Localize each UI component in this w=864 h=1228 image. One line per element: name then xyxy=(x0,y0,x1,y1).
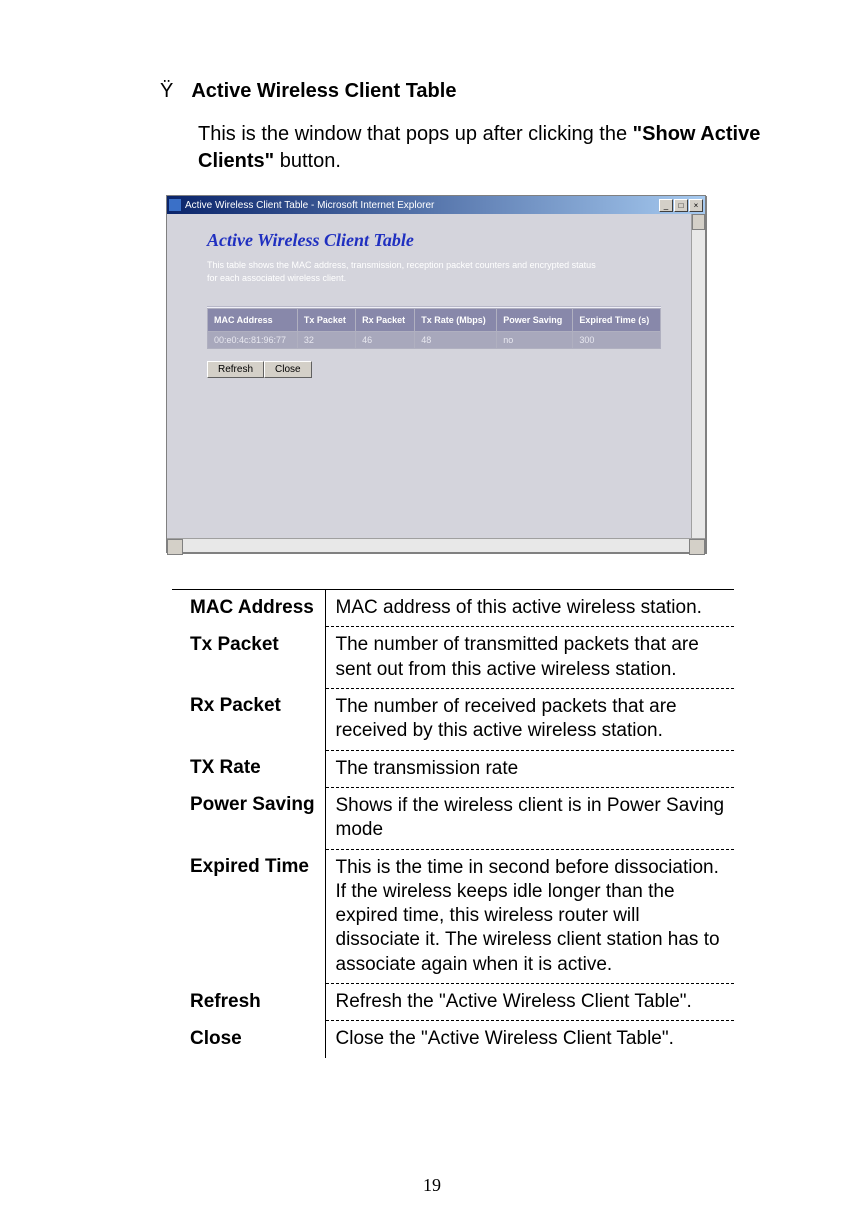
ie-icon xyxy=(169,199,181,211)
panel-buttons: Refresh Close xyxy=(207,361,661,378)
intro-text-post: button. xyxy=(274,150,341,172)
def-desc: Shows if the wireless client is in Power… xyxy=(325,787,734,849)
def-desc: The transmission rate xyxy=(325,750,734,787)
def-row: Refresh Refresh the "Active Wireless Cli… xyxy=(172,984,734,1021)
def-desc: This is the time in second before dissoc… xyxy=(325,849,734,984)
maximize-button[interactable]: □ xyxy=(674,199,688,212)
def-desc: The number of transmitted packets that a… xyxy=(325,627,734,689)
def-term: Rx Packet xyxy=(172,688,325,750)
window-title: Active Wireless Client Table - Microsoft… xyxy=(185,200,659,211)
def-desc: Refresh the "Active Wireless Client Tabl… xyxy=(325,984,734,1021)
def-term: Refresh xyxy=(172,984,325,1021)
def-term: TX Rate xyxy=(172,750,325,787)
panel-description: This table shows the MAC address, transm… xyxy=(207,259,607,284)
td-rate: 48 xyxy=(415,332,497,349)
th-rx: Rx Packet xyxy=(356,309,415,332)
section-heading: Ÿ Active Wireless Client Table xyxy=(160,80,799,103)
def-term: MAC Address xyxy=(172,590,325,627)
client-table: MAC Address Tx Packet Rx Packet Tx Rate … xyxy=(207,308,661,349)
window-titlebar: Active Wireless Client Table - Microsoft… xyxy=(167,196,705,214)
horizontal-scrollbar[interactable] xyxy=(167,538,705,552)
th-mac: MAC Address xyxy=(208,309,298,332)
def-term: Expired Time xyxy=(172,849,325,984)
def-term: Close xyxy=(172,1021,325,1058)
td-power: no xyxy=(497,332,573,349)
page-number: 19 xyxy=(0,1175,864,1196)
td-expired: 300 xyxy=(573,332,661,349)
vertical-scrollbar[interactable] xyxy=(691,214,705,538)
definitions-table: MAC Address MAC address of this active w… xyxy=(172,589,734,1058)
th-rate: Tx Rate (Mbps) xyxy=(415,309,497,332)
bullet-icon: Ÿ xyxy=(160,80,173,103)
close-button[interactable]: × xyxy=(689,199,703,212)
refresh-button[interactable]: Refresh xyxy=(207,361,264,378)
def-row: Expired Time This is the time in second … xyxy=(172,849,734,984)
panel-title: Active Wireless Client Table xyxy=(207,230,661,251)
close-panel-button[interactable]: Close xyxy=(264,361,312,378)
intro-text-pre: This is the window that pops up after cl… xyxy=(198,123,633,145)
ie-window: Active Wireless Client Table - Microsoft… xyxy=(166,195,706,553)
def-row: Power Saving Shows if the wireless clien… xyxy=(172,787,734,849)
td-mac: 00:e0:4c:81:96:77 xyxy=(208,332,298,349)
def-row: Rx Packet The number of received packets… xyxy=(172,688,734,750)
def-desc: The number of received packets that are … xyxy=(325,688,734,750)
def-term: Tx Packet xyxy=(172,627,325,689)
th-expired: Expired Time (s) xyxy=(573,309,661,332)
def-row: MAC Address MAC address of this active w… xyxy=(172,590,734,627)
window-content: Active Wireless Client Table This table … xyxy=(167,214,691,538)
section-title: Active Wireless Client Table xyxy=(191,80,456,103)
td-tx: 32 xyxy=(297,332,355,349)
td-rx: 46 xyxy=(356,332,415,349)
def-desc: MAC address of this active wireless stat… xyxy=(325,590,734,627)
table-header-row: MAC Address Tx Packet Rx Packet Tx Rate … xyxy=(208,309,661,332)
table-row: 00:e0:4c:81:96:77 32 46 48 no 300 xyxy=(208,332,661,349)
def-row: TX Rate The transmission rate xyxy=(172,750,734,787)
def-term: Power Saving xyxy=(172,787,325,849)
def-row: Tx Packet The number of transmitted pack… xyxy=(172,627,734,689)
minimize-button[interactable]: _ xyxy=(659,199,673,212)
th-power: Power Saving xyxy=(497,309,573,332)
def-desc: Close the "Active Wireless Client Table"… xyxy=(325,1021,734,1058)
th-tx: Tx Packet xyxy=(297,309,355,332)
intro-paragraph: This is the window that pops up after cl… xyxy=(198,121,799,175)
def-row: Close Close the "Active Wireless Client … xyxy=(172,1021,734,1058)
titlebar-buttons: _ □ × xyxy=(659,199,703,212)
window-body: Active Wireless Client Table This table … xyxy=(167,214,705,538)
